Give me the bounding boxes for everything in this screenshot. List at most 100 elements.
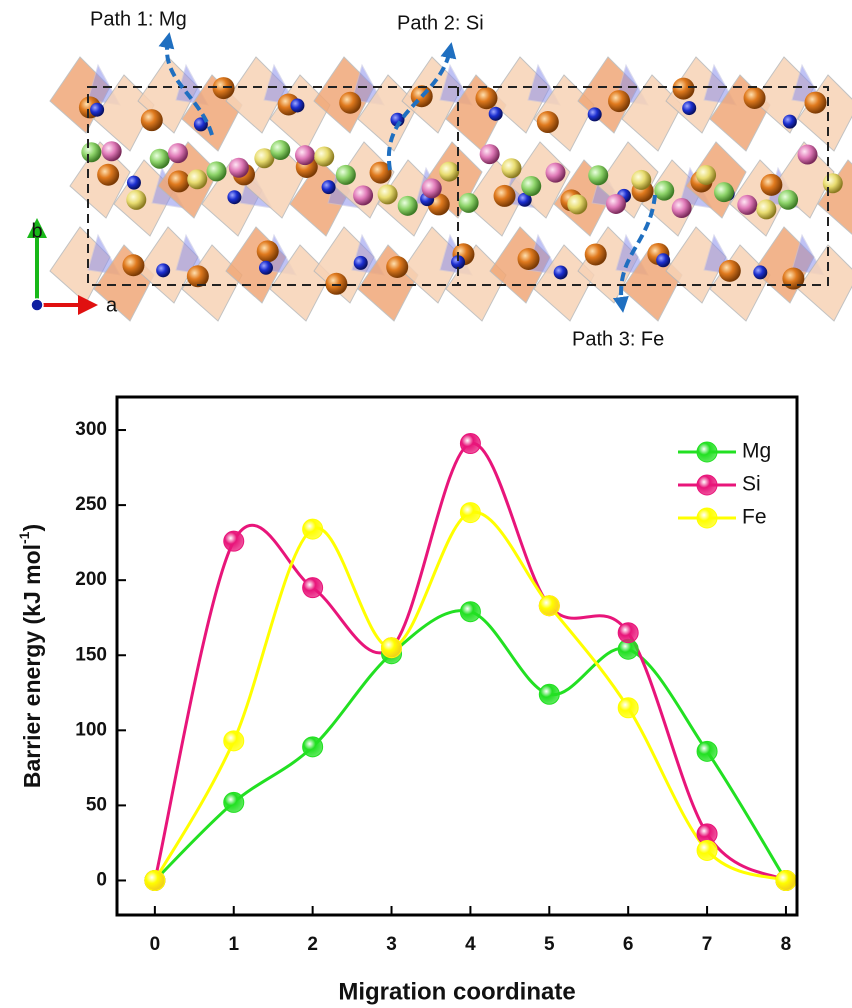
- atom: [606, 194, 626, 214]
- y-axis-label: Barrier energy (kJ mol-1): [16, 524, 45, 788]
- atom: [805, 92, 827, 114]
- atom: [518, 248, 540, 270]
- x-tick-label: 2: [307, 934, 318, 955]
- data-point: [303, 737, 323, 757]
- atom: [608, 90, 630, 112]
- y-tick-label: 0: [96, 869, 107, 890]
- data-point: [776, 870, 796, 890]
- series-line: [155, 512, 786, 880]
- atom: [339, 92, 361, 114]
- x-tick-label: 3: [386, 934, 397, 955]
- atom: [295, 145, 315, 165]
- atom: [259, 261, 273, 275]
- atom: [439, 162, 459, 182]
- atom: [141, 109, 163, 131]
- y-tick-label: 250: [75, 494, 107, 515]
- atom: [753, 265, 767, 279]
- y-tick-label: 300: [75, 419, 107, 440]
- atom: [325, 273, 347, 295]
- atom: [90, 103, 104, 117]
- x-tick-label: 0: [150, 934, 161, 955]
- atom: [257, 240, 279, 262]
- atom: [778, 190, 798, 210]
- x-axis-label: Migration coordinate: [338, 978, 575, 1005]
- atom: [554, 265, 568, 279]
- figure: Path 1: Mg Path 2: Si Path 3: Fe b a 050…: [0, 0, 852, 1008]
- legend-marker: [697, 442, 717, 462]
- atom: [537, 111, 559, 133]
- legend-label: Mg: [742, 440, 771, 463]
- atom: [475, 87, 497, 109]
- y-axis-label-part: Barrier energy (kJ mol: [19, 544, 45, 788]
- y-tick-label: 100: [75, 719, 107, 740]
- data-point: [460, 503, 480, 523]
- atom: [501, 158, 521, 178]
- atom: [783, 115, 797, 129]
- data-point: [697, 741, 717, 761]
- data-point: [224, 731, 244, 751]
- atom: [480, 144, 500, 164]
- data-point: [618, 623, 638, 643]
- legend-label: Fe: [742, 506, 767, 529]
- y-tick-label: 50: [86, 794, 107, 815]
- atom: [631, 170, 651, 190]
- x-tick-label: 8: [781, 934, 792, 955]
- data-point: [539, 684, 559, 704]
- axis-letter: b: [31, 220, 42, 242]
- atom: [521, 176, 541, 196]
- atom: [207, 161, 227, 181]
- y-axis-label-part: -1: [16, 531, 32, 544]
- atom: [378, 184, 398, 204]
- plot-frame: [117, 397, 797, 915]
- data-point: [303, 519, 323, 539]
- legend-label: Si: [742, 473, 761, 496]
- data-point: [224, 792, 244, 812]
- data-point: [145, 870, 165, 890]
- atom: [673, 78, 695, 100]
- atom: [102, 141, 122, 161]
- atom: [588, 165, 608, 185]
- path-label: Path 1: Mg: [90, 8, 187, 30]
- data-point: [697, 840, 717, 860]
- atom: [737, 195, 757, 215]
- data-point: [224, 531, 244, 551]
- atom: [823, 173, 843, 193]
- atom: [81, 142, 101, 162]
- atom: [168, 170, 190, 192]
- atom: [227, 190, 241, 204]
- atom: [213, 77, 235, 99]
- atom: [672, 198, 692, 218]
- series-line: [155, 611, 786, 881]
- x-tick-label: 1: [228, 934, 239, 955]
- y-tick-label: 150: [75, 644, 107, 665]
- atom: [588, 107, 602, 121]
- x-tick-label: 6: [623, 934, 634, 955]
- atom: [97, 164, 119, 186]
- atom: [654, 181, 674, 201]
- atom: [422, 178, 442, 198]
- atom: [760, 174, 782, 196]
- atom: [187, 169, 207, 189]
- atom: [322, 180, 336, 194]
- atom: [756, 199, 776, 219]
- atom: [354, 256, 368, 270]
- path-label: Path 2: Si: [397, 12, 484, 34]
- atom: [744, 87, 766, 109]
- atom: [719, 260, 741, 282]
- atom: [682, 101, 696, 115]
- atom: [126, 190, 146, 210]
- atom: [336, 165, 356, 185]
- crystal-structure: [50, 57, 852, 321]
- atom: [314, 147, 334, 167]
- atom: [494, 185, 516, 207]
- x-tick-label: 5: [544, 934, 555, 955]
- atom: [656, 253, 670, 267]
- data-point: [460, 434, 480, 454]
- data-point: [460, 602, 480, 622]
- atom: [489, 107, 503, 121]
- atom: [782, 268, 804, 290]
- atom: [398, 196, 418, 216]
- y-tick-label: 200: [75, 569, 107, 590]
- atom: [353, 185, 373, 205]
